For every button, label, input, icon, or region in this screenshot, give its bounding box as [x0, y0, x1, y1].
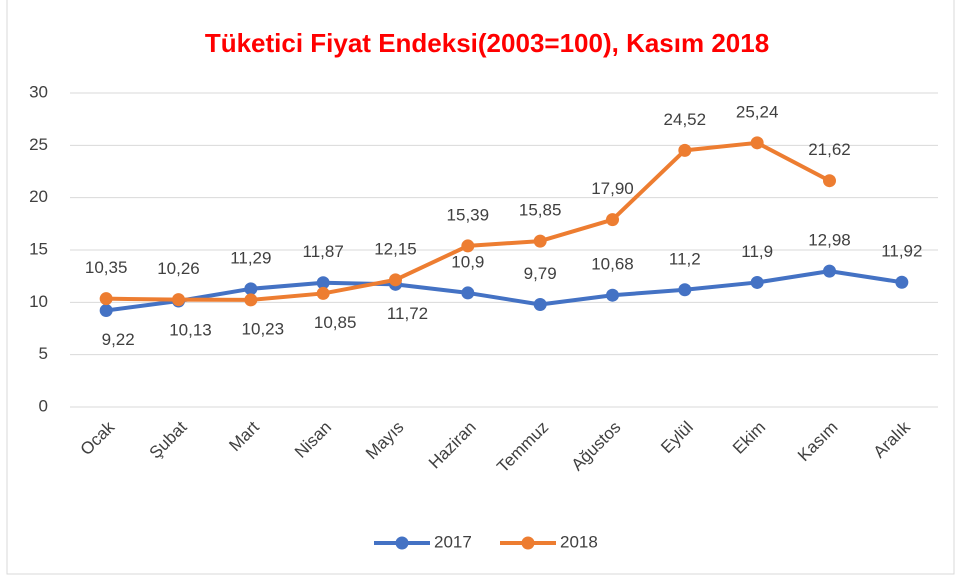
- data-point: [895, 275, 909, 289]
- y-tick-label: 15: [29, 239, 48, 258]
- data-label: 10,85: [314, 313, 357, 332]
- data-point: [606, 288, 619, 302]
- data-label: 10,26: [157, 259, 200, 278]
- data-label: 10,35: [85, 258, 128, 277]
- data-point: [461, 286, 475, 300]
- data-point: [606, 213, 619, 227]
- y-tick-label: 25: [29, 135, 48, 154]
- data-point: [389, 273, 402, 287]
- data-point: [99, 292, 113, 306]
- data-label: 15,39: [447, 205, 490, 224]
- data-point: [823, 264, 836, 278]
- data-label: 12,15: [374, 239, 417, 258]
- data-label: 11,29: [230, 248, 271, 267]
- data-label: 11,92: [881, 242, 922, 261]
- data-label: 25,24: [736, 102, 779, 121]
- data-label: 12,98: [808, 231, 851, 250]
- data-point: [823, 174, 836, 188]
- data-label: 10,9: [451, 252, 484, 271]
- series-line: [105, 269, 903, 313]
- data-point: [533, 234, 547, 248]
- data-point: [678, 283, 692, 297]
- data-label: 21,62: [808, 140, 851, 159]
- y-tick-label: 10: [29, 292, 48, 311]
- data-label: 11,87: [303, 242, 344, 261]
- y-tick-label: 5: [39, 344, 48, 363]
- chart-title: Tüketici Fiyat Endeksi(2003=100), Kasım …: [205, 28, 769, 58]
- data-label: 15,85: [519, 201, 562, 220]
- data-point: [316, 286, 330, 300]
- data-point: [750, 136, 764, 150]
- y-tick-label: 20: [29, 187, 48, 206]
- data-label: 11,9: [741, 242, 773, 261]
- data-point: [316, 276, 330, 290]
- data-label: 11,2: [669, 249, 701, 268]
- data-point: [244, 293, 258, 307]
- data-point: [750, 275, 764, 289]
- data-label: 11,72: [387, 304, 428, 323]
- legend-label: 2018: [560, 532, 598, 551]
- data-label: 9,79: [524, 264, 557, 283]
- data-label: 9,22: [102, 330, 135, 349]
- data-label: 24,52: [664, 110, 707, 129]
- data-point: [678, 143, 692, 157]
- data-point: [244, 282, 258, 296]
- legend-marker: [521, 536, 535, 550]
- data-point: [172, 293, 185, 307]
- chart-border: [6, 0, 955, 575]
- data-label: 10,13: [169, 320, 212, 339]
- data-point: [461, 239, 475, 253]
- data-label: 10,68: [591, 255, 634, 274]
- data-label: 17,90: [591, 179, 634, 198]
- legend-marker: [395, 536, 409, 550]
- data-point: [99, 303, 113, 317]
- y-tick-label: 30: [29, 82, 48, 101]
- y-tick-label: 0: [39, 396, 48, 415]
- legend-label: 2017: [434, 532, 472, 551]
- data-label: 10,23: [242, 319, 285, 338]
- data-point: [533, 298, 547, 312]
